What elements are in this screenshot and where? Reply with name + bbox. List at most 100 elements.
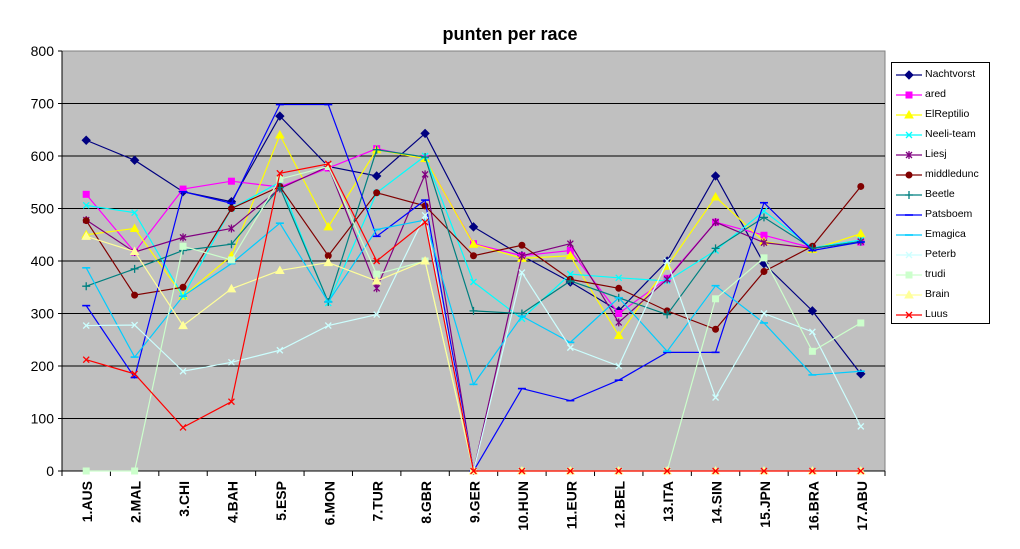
data-point bbox=[373, 311, 381, 319]
legend-swatch bbox=[896, 311, 922, 319]
x-tick-label: 15.JPN bbox=[757, 481, 773, 528]
legend-item: middledunc bbox=[892, 165, 990, 185]
data-point bbox=[82, 322, 90, 330]
legend-label: Patsboem bbox=[925, 208, 973, 220]
y-tick-label: 100 bbox=[31, 411, 55, 427]
data-point bbox=[324, 322, 332, 330]
y-tick-label: 400 bbox=[31, 253, 55, 269]
x-tick-label: 11.EUR bbox=[563, 481, 579, 529]
x-tick-label: 6.MON bbox=[321, 481, 337, 525]
data-point bbox=[131, 291, 139, 299]
legend-label: Emagica bbox=[925, 228, 966, 240]
x-tick-label: 10.HUN bbox=[515, 481, 531, 531]
data-point bbox=[373, 257, 381, 265]
data-point bbox=[274, 129, 285, 139]
y-tick-label: 500 bbox=[31, 201, 55, 217]
data-point bbox=[663, 275, 671, 284]
data-point bbox=[613, 330, 624, 340]
data-point bbox=[470, 467, 477, 475]
legend-marker bbox=[905, 191, 913, 199]
data-point bbox=[663, 467, 671, 475]
data-point bbox=[712, 295, 720, 303]
x-tick-label: 1.AUS bbox=[79, 481, 95, 522]
data-point bbox=[663, 310, 672, 319]
data-point bbox=[82, 356, 90, 364]
data-point bbox=[615, 274, 623, 282]
data-point bbox=[131, 467, 139, 475]
data-point bbox=[82, 467, 90, 475]
legend-item: Neeli-team bbox=[892, 125, 990, 145]
data-point bbox=[179, 233, 187, 242]
data-point bbox=[566, 276, 575, 285]
chart-title: punten per race bbox=[442, 24, 578, 44]
data-point bbox=[371, 275, 382, 285]
data-point bbox=[131, 370, 139, 378]
data-point bbox=[566, 344, 574, 352]
data-point bbox=[857, 319, 865, 327]
data-point bbox=[615, 310, 623, 317]
data-point bbox=[371, 171, 382, 181]
y-tick-label: 800 bbox=[31, 43, 55, 59]
data-point bbox=[710, 191, 721, 201]
data-point bbox=[421, 153, 430, 162]
data-point bbox=[372, 145, 381, 154]
data-point bbox=[760, 254, 768, 262]
legend-item: Emagica bbox=[892, 225, 990, 245]
series-middledunc bbox=[82, 182, 865, 333]
data-point bbox=[227, 358, 235, 366]
x-tick-label: 5.ESP bbox=[273, 481, 289, 521]
legend-marker bbox=[904, 70, 914, 80]
data-point bbox=[712, 325, 720, 333]
legend-swatch bbox=[896, 191, 922, 199]
legend-label: ElReptilio bbox=[925, 108, 970, 120]
legend-marker bbox=[905, 311, 913, 319]
data-point bbox=[808, 328, 816, 336]
data-point bbox=[808, 347, 816, 355]
legend-swatch bbox=[896, 109, 922, 119]
data-point bbox=[566, 239, 574, 248]
legend-swatch bbox=[896, 234, 922, 236]
legend-item: Beetle bbox=[892, 185, 990, 205]
data-point bbox=[82, 190, 90, 198]
data-point bbox=[857, 467, 865, 475]
y-tick-label: 0 bbox=[46, 463, 54, 479]
data-point bbox=[81, 135, 91, 145]
data-point bbox=[518, 241, 526, 249]
data-point bbox=[615, 467, 623, 475]
data-point bbox=[276, 169, 284, 177]
data-point bbox=[227, 205, 235, 212]
legend-label: trudi bbox=[925, 268, 946, 280]
legend-label: ared bbox=[925, 88, 947, 100]
data-point bbox=[81, 231, 92, 240]
data-point bbox=[420, 128, 430, 139]
data-point bbox=[179, 283, 187, 291]
x-tick-label: 16.BRA bbox=[805, 481, 821, 531]
data-point bbox=[663, 257, 671, 265]
data-point bbox=[470, 278, 477, 286]
data-point bbox=[759, 213, 768, 222]
data-point bbox=[227, 256, 235, 264]
x-tick-label: 17.ABU bbox=[854, 481, 870, 531]
data-point bbox=[227, 398, 235, 406]
data-point bbox=[712, 218, 720, 227]
legend: Nachtvorst ared ElReptilio Neeli-team Liesj m… bbox=[891, 62, 990, 324]
data-point bbox=[855, 228, 866, 238]
legend-label: Brain bbox=[925, 288, 950, 300]
data-point bbox=[82, 217, 90, 225]
x-tick-label: 14.SIN bbox=[709, 481, 725, 524]
legend-swatch bbox=[896, 151, 922, 159]
data-point bbox=[226, 283, 237, 293]
data-point bbox=[712, 394, 720, 401]
legend-marker bbox=[905, 171, 913, 179]
data-point bbox=[710, 171, 721, 181]
data-point bbox=[566, 270, 574, 278]
x-tick-label: 8.GBR bbox=[418, 481, 434, 524]
data-point bbox=[373, 189, 381, 197]
legend-label: Peterb bbox=[925, 248, 956, 260]
legend-item: ElReptilio bbox=[892, 105, 990, 125]
data-point bbox=[566, 467, 574, 475]
series-luus bbox=[82, 160, 865, 475]
series-lines bbox=[81, 103, 866, 475]
data-point bbox=[274, 265, 285, 274]
data-point bbox=[130, 264, 139, 273]
